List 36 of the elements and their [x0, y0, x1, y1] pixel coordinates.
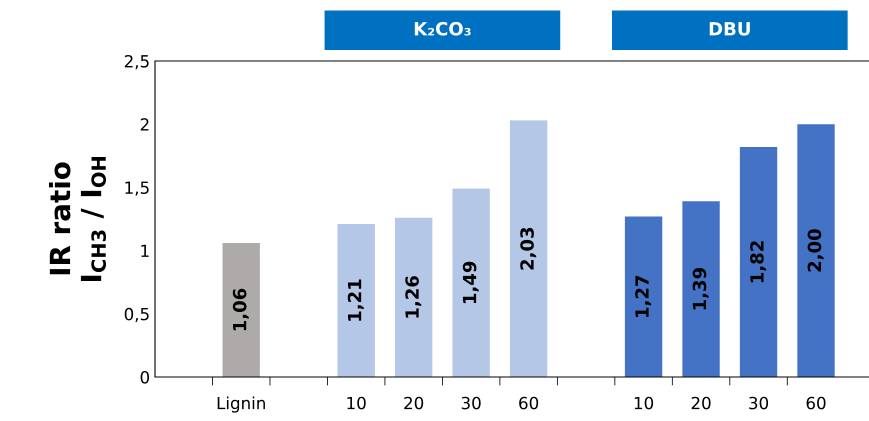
bar — [394, 218, 432, 377]
bar — [682, 201, 720, 377]
text: K₂CO₃ — [414, 22, 471, 36]
bar — [338, 224, 375, 377]
data-label: 1,39 — [692, 268, 709, 310]
data-label: 1,26 — [405, 276, 422, 318]
x-tick-label: 20 — [404, 396, 424, 410]
x-tick-label: 60 — [806, 396, 826, 410]
y-tick-label: 0 — [140, 370, 150, 384]
y-tick-label: 2,5 — [124, 54, 149, 70]
data-label: 2,00 — [808, 229, 824, 272]
text: DBU — [710, 22, 750, 36]
bar — [797, 124, 835, 377]
y-axis-title: IR ratio I$_{CH3}$ / I$_{OH}$ — [48, 157, 106, 282]
data-label: 1,06 — [232, 288, 249, 330]
bar — [222, 243, 260, 377]
bar — [624, 216, 662, 377]
data-label: 1,82 — [750, 241, 766, 282]
y-tick-label: 1,5 — [125, 182, 149, 196]
y-tick-label: 0,5 — [124, 308, 149, 322]
y-tick-label: 2 — [140, 118, 148, 131]
x-tick-label: 10 — [347, 396, 366, 410]
x-tick-label: 10 — [634, 396, 654, 410]
x-tick-label: 60 — [519, 396, 538, 410]
bar — [510, 120, 548, 377]
x-tick-label: 20 — [692, 396, 711, 410]
bar — [740, 146, 778, 377]
x-tick-label: 30 — [749, 396, 768, 410]
data-label: 2,03 — [520, 228, 536, 270]
x-tick-label: Lignin — [218, 396, 265, 413]
data-label: 1,49 — [462, 262, 479, 304]
bar — [452, 188, 490, 377]
y-tick-label: 1 — [141, 244, 149, 257]
x-tick-label: 30 — [462, 396, 481, 410]
data-label: 1,27 — [635, 276, 652, 317]
data-label: 1,21 — [348, 279, 364, 321]
